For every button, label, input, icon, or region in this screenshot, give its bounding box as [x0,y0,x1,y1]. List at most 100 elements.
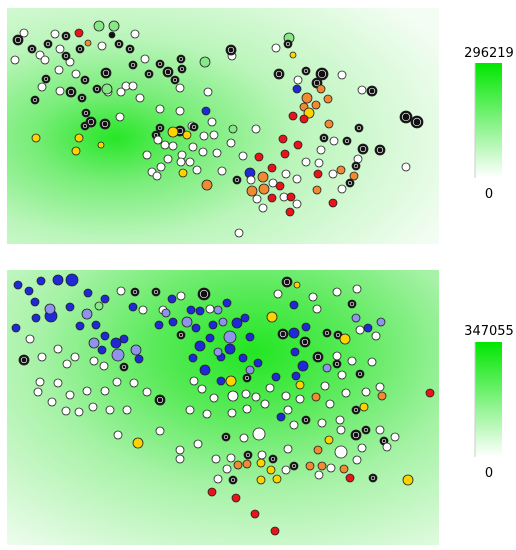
marker-white [185,405,195,415]
marker-ring [77,46,83,52]
marker-white [153,135,163,145]
marker-white [35,377,45,387]
marker-white [332,351,342,361]
marker-white [53,378,63,388]
marker-red [425,388,435,398]
marker-black [176,330,186,340]
marker-yellow [272,474,282,484]
marker-ring [376,146,384,154]
marker-white [316,145,326,155]
marker-black [281,276,293,288]
marker-blue [194,340,206,352]
marker-blue [208,320,218,330]
marker-light-blue [161,308,171,318]
marker-orange [339,464,349,474]
marker-blue [201,106,211,116]
marker-white [185,157,195,167]
marker-green [199,56,211,68]
marker-ring [67,88,75,96]
marker-blue [297,360,309,372]
marker-green [93,20,105,32]
marker-ring [359,145,367,153]
marker-orange [336,165,346,175]
marker-blue [195,306,205,316]
marker-black [355,369,365,379]
marker-blue [154,320,164,330]
marker-white [116,286,126,296]
marker-blue [291,371,301,381]
marker-blue [65,273,79,287]
marker-white [258,203,268,213]
marker-black [232,175,242,185]
marker-light-blue [81,308,93,320]
marker-black [354,123,364,133]
marker-white [10,55,20,65]
marker-white [50,29,60,39]
marker-black [99,118,111,130]
marker-ring [357,371,363,377]
marker-white [375,382,385,392]
marker-ring [401,112,411,122]
marker-white [209,130,219,140]
marker-ring [317,69,327,79]
marker-white [357,443,367,453]
scatter-points-2 [11,273,435,536]
marker-black [75,44,85,54]
marker-black [228,475,238,485]
marker-light-blue [88,337,100,349]
marker-ring [321,135,327,141]
marker-red [288,111,298,121]
marker-yellow [225,375,237,387]
marker-ring [63,53,69,59]
heatmap-background-1 [7,8,439,244]
marker-ring [43,76,49,82]
marker-white [341,388,351,398]
marker-black [221,432,231,442]
marker-red [286,192,296,202]
marker-red [267,163,277,173]
marker-ring [101,120,109,128]
marker-white [33,387,43,397]
marker-red [278,134,288,144]
marker-white [292,199,302,209]
marker-white [71,69,81,79]
marker-black [399,110,413,124]
marker-orange [312,185,322,195]
marker-ring [285,41,291,47]
marker-blue [75,321,85,331]
marker-black [345,178,355,188]
marker-white [100,386,110,396]
marker-blue [52,274,64,286]
marker-ring [82,77,88,83]
marker-yellow [167,126,179,138]
marker-orange [311,392,321,402]
marker-ring [132,289,138,295]
marker-red [345,473,355,483]
marker-orange [323,94,333,104]
marker-white [155,426,165,436]
marker-white [292,174,302,184]
marker-blue [128,302,138,312]
marker-white [308,292,318,302]
marker-black [225,44,237,56]
marker-red [231,493,241,503]
marker-ring [349,301,355,307]
marker-ring [178,56,184,62]
marker-white [328,169,338,179]
marker-yellow [289,51,297,59]
marker-red [74,28,84,38]
marker-ring [116,41,122,47]
marker-orange [257,171,269,183]
marker-ring [412,117,422,127]
marker-ring [275,70,283,78]
marker-blue [288,327,300,339]
marker-black [114,39,124,49]
marker-white [252,427,266,441]
marker-ring [79,95,85,101]
marker-yellow [182,130,192,140]
marker-white [283,444,293,454]
marker-ring [353,163,359,169]
panel-1: 296219 0 [7,8,514,244]
colorbar-gradient-2 [475,342,502,457]
marker-white [281,391,291,401]
